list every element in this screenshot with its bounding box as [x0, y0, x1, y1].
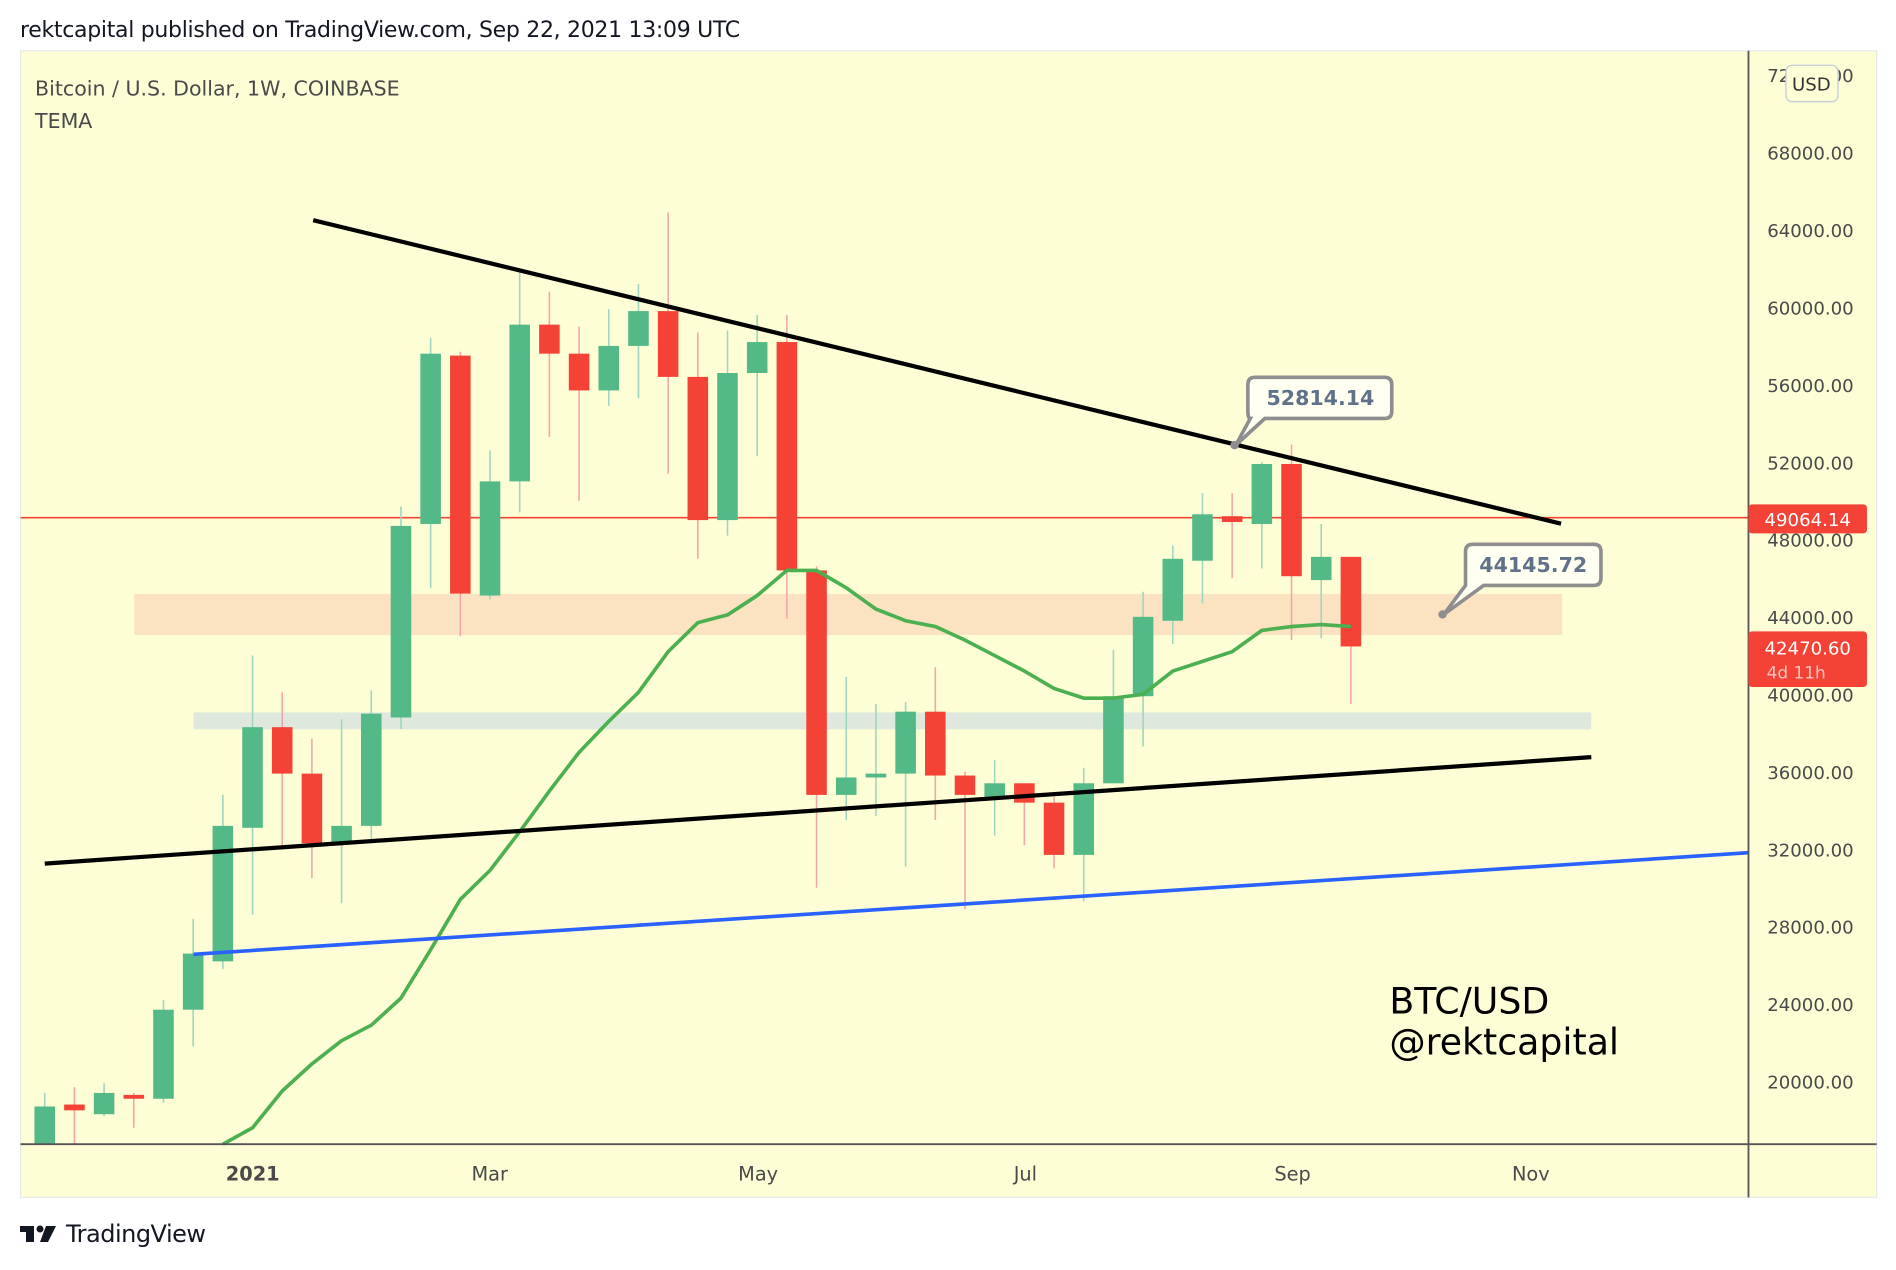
candle[interactable] [1192, 493, 1213, 604]
last-price-value: 42470.60 [1764, 638, 1850, 659]
candle[interactable] [717, 330, 738, 536]
tradingview-logo[interactable]: TradingView [20, 1220, 206, 1248]
price-tick-label: 32000.00 [1767, 840, 1853, 861]
price-tick-label: 64000.00 [1767, 221, 1853, 242]
candle[interactable] [390, 506, 412, 730]
candle[interactable] [301, 738, 323, 879]
published-by-header: rektcapital published on TradingView.com… [20, 18, 740, 43]
support-zone[interactable] [193, 712, 1592, 730]
price-tick-label: 52000.00 [1767, 453, 1853, 474]
bar-countdown: 4d 11h [1767, 663, 1826, 683]
horizontal-line-price-label: 49064.14 [1748, 504, 1867, 534]
candle[interactable] [1221, 493, 1243, 579]
candle[interactable] [865, 703, 887, 817]
watermark-pair: BTC/USD [1389, 980, 1549, 1023]
candle[interactable] [568, 326, 590, 501]
price-tick-label: 60000.00 [1767, 298, 1853, 319]
candle[interactable] [93, 1083, 115, 1117]
candle[interactable] [1103, 649, 1124, 784]
candle[interactable] [598, 309, 620, 406]
candle[interactable] [331, 719, 352, 904]
candle[interactable] [628, 283, 649, 399]
candle[interactable] [450, 351, 471, 637]
time-tick-label: 2021 [226, 1162, 280, 1185]
candle[interactable] [420, 338, 441, 588]
candle[interactable] [479, 450, 501, 600]
candle[interactable] [539, 291, 560, 437]
candle[interactable] [687, 332, 709, 559]
candle[interactable] [1043, 796, 1065, 869]
currency-button[interactable]: USD [1785, 64, 1839, 103]
price-tick-label: 24000.00 [1767, 995, 1853, 1016]
price-tick-label: 36000.00 [1767, 763, 1853, 784]
price-tick-label: 44000.00 [1767, 608, 1853, 629]
candle[interactable] [1281, 444, 1302, 641]
candle[interactable] [64, 1087, 85, 1145]
svg-text:49064.14: 49064.14 [1764, 510, 1850, 531]
candle[interactable] [509, 272, 530, 513]
candle[interactable] [806, 566, 827, 888]
candle[interactable] [242, 655, 263, 915]
candle[interactable] [776, 314, 798, 619]
watermark-author: @rektcapital [1389, 1021, 1619, 1064]
resistance-zone[interactable] [134, 593, 1563, 635]
price-callout-lower[interactable]: 44145.72 [1438, 542, 1603, 619]
time-axis[interactable]: 2021 Mar May Jul Sep Nov [226, 1162, 1550, 1185]
candle[interactable] [1132, 591, 1154, 747]
price-tick-label: 40000.00 [1767, 686, 1853, 707]
candle[interactable] [153, 1000, 174, 1103]
candle[interactable] [212, 794, 234, 970]
candle[interactable] [271, 692, 293, 846]
candle[interactable] [1340, 556, 1362, 704]
indicator-legend[interactable]: TEMA [34, 109, 92, 133]
currency-button-label: USD [1792, 75, 1831, 96]
symbol-legend[interactable]: Bitcoin / U.S. Dollar, 1W, COINBASE [35, 77, 400, 101]
time-tick-label: Sep [1274, 1162, 1310, 1185]
candle[interactable] [1162, 545, 1184, 644]
price-callout-upper[interactable]: 52814.14 [1230, 375, 1394, 450]
callout-upper-text: 52814.14 [1266, 386, 1374, 410]
ascending-trendline[interactable] [44, 755, 1592, 866]
price-tick-label: 28000.00 [1767, 918, 1853, 939]
tema-line[interactable] [221, 568, 1352, 1146]
candle[interactable] [746, 314, 768, 457]
callout-lower-text: 44145.72 [1479, 553, 1587, 577]
candle[interactable] [123, 1092, 145, 1128]
candle[interactable] [361, 690, 382, 844]
price-tick-label: 68000.00 [1767, 144, 1853, 165]
time-tick-label: May [738, 1162, 778, 1185]
candle[interactable] [34, 1092, 56, 1145]
tradingview-logo-icon [20, 1225, 56, 1242]
price-tick-label: 56000.00 [1767, 376, 1853, 397]
candle[interactable] [1310, 523, 1332, 639]
candlestick-series [34, 212, 1362, 1145]
candle[interactable] [1251, 462, 1273, 569]
candle[interactable] [835, 676, 857, 821]
candle[interactable] [182, 918, 204, 1047]
blue-support-trendline[interactable] [193, 850, 1749, 957]
candle[interactable] [954, 771, 976, 910]
candle[interactable] [895, 702, 916, 867]
descending-trendline[interactable] [312, 218, 1562, 526]
time-tick-label: Nov [1512, 1162, 1550, 1185]
time-tick-label: Jul [1013, 1162, 1037, 1185]
candle[interactable] [925, 667, 946, 821]
last-price-label: 42470.60 4d 11h [1748, 631, 1867, 688]
price-tick-label: 48000.00 [1767, 531, 1853, 552]
time-tick-label: Mar [471, 1162, 508, 1185]
candle[interactable] [657, 212, 679, 474]
price-tick-label: 20000.00 [1767, 1073, 1853, 1094]
tradingview-brand: TradingView [66, 1220, 206, 1248]
